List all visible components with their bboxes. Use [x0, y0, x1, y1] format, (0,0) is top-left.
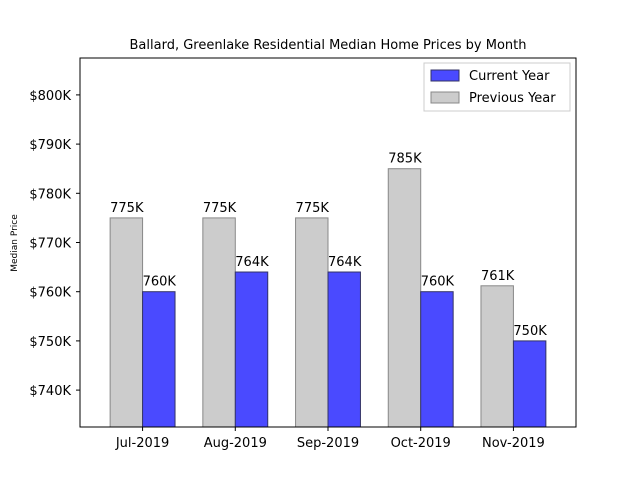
y-axis-label: Median Price	[10, 214, 20, 272]
data-label-current-year-oct-2019: 760K	[421, 275, 455, 290]
y-axis: $740K $750K $760K $770K $780K $790K $800K	[29, 89, 80, 399]
chart-title: Ballard, Greenlake Residential Median Ho…	[130, 38, 527, 53]
bar-previous-year-sep-2019	[295, 217, 329, 428]
y-tick-label: $750K	[29, 335, 71, 350]
y-tick-label: $790K	[29, 138, 71, 153]
bar-current-year-nov-2019	[512, 340, 547, 428]
legend-swatch-previous-year	[430, 91, 460, 104]
data-label-current-year-aug-2019: 764K	[235, 255, 269, 270]
data-label-current-year-sep-2019: 764K	[328, 255, 362, 270]
data-label-current-year-jul-2019: 760K	[143, 275, 177, 290]
x-tick-label-nov-2019: Nov-2019	[482, 436, 545, 451]
bar-previous-year-jul-2019	[109, 217, 144, 428]
bar-current-year-oct-2019	[420, 291, 454, 428]
x-tick-label-jul-2019: Jul-2019	[115, 436, 169, 451]
x-tick-label-sep-2019: Sep-2019	[297, 436, 359, 451]
y-tick-label: $780K	[29, 187, 71, 202]
legend: Current Year Previous Year	[423, 62, 571, 112]
data-label-previous-year-jul-2019: 775K	[110, 201, 144, 216]
y-tick-label: $800K	[29, 89, 71, 104]
data-labels-group: 775K 775K 775K 785K 761K 760K 764K 764K 760K 750K	[110, 152, 547, 339]
legend-label-previous-year: Previous Year	[469, 91, 556, 106]
bar-previous-year-oct-2019	[387, 168, 422, 428]
bar-current-year-jul-2019	[142, 291, 176, 428]
x-tick-label-oct-2019: Oct-2019	[391, 436, 451, 451]
data-label-previous-year-oct-2019: 785K	[388, 152, 422, 167]
y-tick-label: $760K	[29, 286, 71, 301]
data-label-current-year-nov-2019: 750K	[513, 324, 547, 339]
y-tick-label: $740K	[29, 384, 71, 399]
data-label-previous-year-nov-2019: 761K	[481, 269, 515, 284]
legend-swatch-current-year	[430, 69, 460, 82]
bar-previous-year-aug-2019	[202, 217, 236, 428]
data-label-previous-year-aug-2019: 775K	[203, 201, 237, 216]
x-axis: Jul-2019 Aug-2019 Sep-2019 Oct-2019 Nov-2019	[115, 427, 545, 451]
bar-previous-year-nov-2019	[480, 285, 514, 428]
legend-label-current-year: Current Year	[469, 69, 550, 84]
bar-current-year-aug-2019	[234, 271, 269, 428]
bar-current-year-sep-2019	[327, 271, 361, 428]
bars-group	[109, 168, 547, 428]
y-tick-label: $770K	[29, 237, 71, 252]
x-tick-label-aug-2019: Aug-2019	[204, 436, 267, 451]
data-label-previous-year-sep-2019: 775K	[296, 201, 330, 216]
